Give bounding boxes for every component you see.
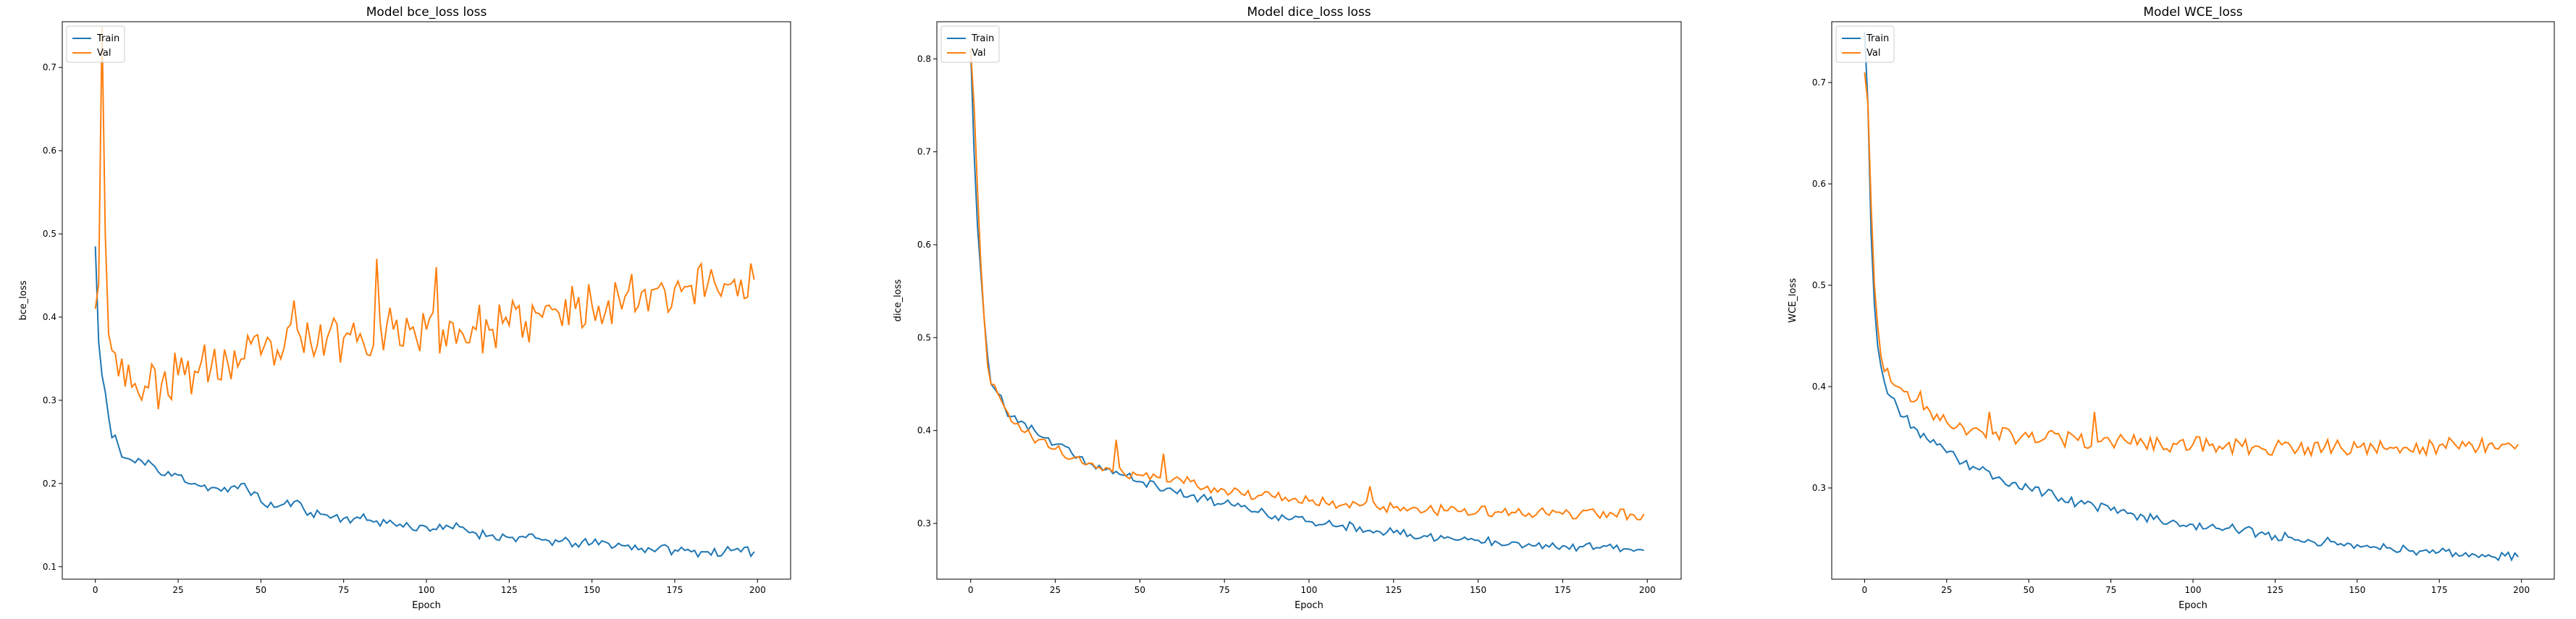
y-tick-label: 0.5 — [1812, 280, 1826, 290]
y-tick-label: 0.7 — [1812, 77, 1826, 88]
series-line-train — [969, 49, 1644, 553]
series-line-val — [94, 25, 755, 410]
x-axis-label: Epoch — [412, 600, 441, 611]
y-axis-label: dice_loss — [893, 279, 904, 321]
chart-1: Model bce_loss loss 0 25 50 75 100 125 150 175 20… — [18, 5, 791, 611]
x-tick-label: 175 — [2431, 585, 2448, 595]
x-tick-label: 100 — [418, 585, 435, 595]
x-tick-label: 150 — [584, 585, 600, 595]
y-tick-label: 0.1 — [43, 562, 56, 572]
legend — [66, 25, 125, 63]
y-tick-label: 0.5 — [43, 229, 56, 239]
x-tick-label: 150 — [2349, 585, 2365, 595]
series-line-train — [1864, 31, 2519, 562]
chart-title: Model WCE_loss — [2143, 5, 2242, 20]
x-tick-label: 50 — [256, 585, 266, 595]
plot-frame — [1831, 21, 2555, 580]
chart-title: Model bce_loss loss — [366, 5, 487, 20]
y-axis-label: WCE_loss — [1788, 278, 1798, 323]
x-tick-label: 200 — [749, 585, 766, 595]
chart-title: Model dice_loss loss — [1247, 5, 1371, 20]
x-tick-label: 100 — [1301, 585, 1318, 595]
y-tick-label: 0.3 — [43, 395, 56, 405]
y-tick-label: 0.5 — [917, 332, 931, 342]
y-tick-label: 0.8 — [917, 54, 931, 64]
legend-label-train: Train — [1866, 33, 1889, 44]
legend-label-val: Val — [972, 48, 985, 59]
legend-label-val: Val — [97, 48, 111, 59]
x-tick-label: 25 — [172, 585, 183, 595]
x-tick-label: 175 — [1554, 585, 1571, 595]
x-tick-label: 25 — [1941, 585, 1952, 595]
x-tick-label: 175 — [667, 585, 683, 595]
x-tick-label: 75 — [1219, 585, 1230, 595]
x-tick-label: 0 — [968, 585, 974, 595]
series-line-train — [94, 246, 755, 558]
x-axis-label: Epoch — [2179, 600, 2207, 611]
chart-2: Model dice_loss loss 0 25 50 75 100 125 150 175 2… — [893, 5, 1682, 611]
y-axis-label: bce_loss — [18, 280, 29, 320]
y-tick-label: 0.6 — [43, 146, 56, 156]
y-tick-label: 0.4 — [43, 312, 56, 322]
x-tick-label: 75 — [2105, 585, 2116, 595]
y-tick-label: 0.6 — [1812, 179, 1826, 189]
y-tick-label: 0.4 — [917, 426, 931, 436]
y-tick-label: 0.7 — [917, 147, 931, 157]
x-tick-label: 125 — [2267, 585, 2284, 595]
x-tick-label: 0 — [1862, 585, 1868, 595]
x-tick-label: 125 — [501, 585, 518, 595]
plot-frame — [62, 21, 791, 580]
series-line-val — [969, 49, 1645, 521]
x-tick-label: 200 — [2513, 585, 2530, 595]
x-tick-label: 25 — [1050, 585, 1061, 595]
legend-label-train: Train — [971, 33, 994, 44]
y-tick-label: 0.3 — [1812, 483, 1826, 493]
legend — [940, 25, 1000, 63]
plot-frame — [936, 21, 1682, 580]
y-tick-label: 0.3 — [917, 518, 931, 529]
y-tick-label: 0.6 — [917, 240, 931, 250]
chart-3: Model WCE_loss 0 25 50 75 100 125 150 175 200 0.3 0… — [1788, 5, 2555, 611]
legend-label-train: Train — [96, 33, 119, 44]
x-tick-label: 50 — [1135, 585, 1145, 595]
legend — [1835, 25, 1895, 63]
x-tick-label: 150 — [1470, 585, 1486, 595]
x-tick-label: 50 — [2024, 585, 2034, 595]
x-tick-label: 75 — [338, 585, 349, 595]
legend-label-val: Val — [1866, 48, 1880, 59]
y-tick-label: 0.4 — [1812, 382, 1826, 392]
x-tick-label: 0 — [93, 585, 98, 595]
x-tick-label: 100 — [2185, 585, 2202, 595]
x-tick-label: 125 — [1385, 585, 1402, 595]
y-tick-label: 0.2 — [43, 479, 56, 489]
x-axis-label: Epoch — [1295, 600, 1323, 611]
y-tick-label: 0.7 — [43, 62, 56, 72]
series-line-val — [1864, 72, 2519, 458]
x-tick-label: 200 — [1639, 585, 1656, 595]
